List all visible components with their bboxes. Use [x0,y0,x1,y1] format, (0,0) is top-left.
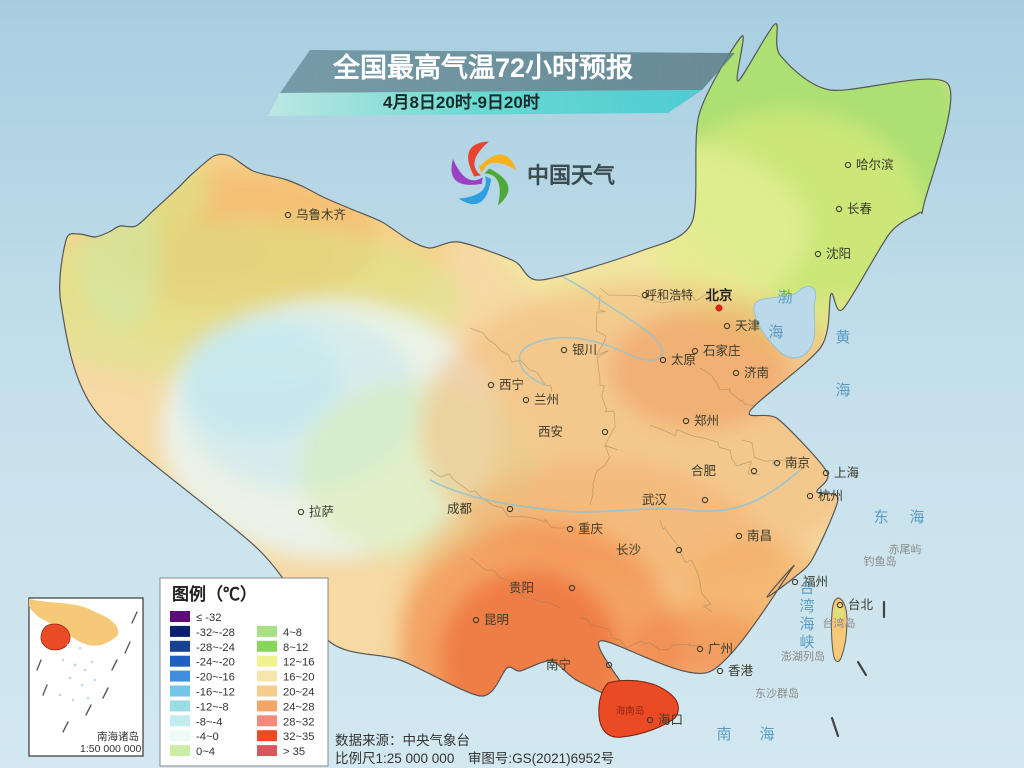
svg-text:4月8日20时-9日20时: 4月8日20时-9日20时 [383,93,540,112]
svg-text:澎湖列岛: 澎湖列岛 [781,649,825,663]
svg-text:东: 东 [873,509,888,526]
svg-text:8~12: 8~12 [283,642,308,654]
svg-text:钓鱼岛: 钓鱼岛 [864,554,897,568]
svg-text:合肥: 合肥 [691,463,717,478]
svg-text:-24~-20: -24~-20 [196,657,235,669]
svg-text:北京: 北京 [706,287,733,303]
svg-text:-28~-24: -28~-24 [196,642,235,654]
svg-text:昆明: 昆明 [484,613,509,627]
svg-text:16~20: 16~20 [283,672,314,684]
svg-text:比例尺1:25 000 000 审图号:GS(2021)69: 比例尺1:25 000 000 审图号:GS(2021)6952号 [335,751,614,766]
svg-text:银川: 银川 [572,343,597,357]
svg-text:中国天气: 中国天气 [527,163,615,188]
svg-text:石家庄: 石家庄 [703,343,741,358]
svg-text:台北: 台北 [848,597,874,612]
svg-text:南昌: 南昌 [747,528,772,543]
svg-text:呼和浩特: 呼和浩特 [645,287,693,302]
svg-text:-12~-8: -12~-8 [196,701,229,713]
svg-text:1:50 000 000: 1:50 000 000 [80,743,141,755]
svg-text:海: 海 [909,509,924,526]
svg-text:海: 海 [759,726,774,743]
svg-text:杭州: 杭州 [818,488,843,503]
svg-text:沈阳: 沈阳 [826,246,851,261]
svg-text:20~24: 20~24 [283,687,314,699]
svg-text:兰州: 兰州 [534,393,559,407]
svg-text:南京: 南京 [785,455,810,470]
svg-text:-20~-16: -20~-16 [196,672,235,684]
svg-text:海: 海 [799,616,814,633]
svg-text:太原: 太原 [671,352,696,367]
svg-text:赤尾屿: 赤尾屿 [889,543,922,556]
svg-text:哈尔滨: 哈尔滨 [856,157,894,172]
svg-text:全国最高气温72小时预报: 全国最高气温72小时预报 [332,52,633,83]
svg-text:-32~-28: -32~-28 [196,627,235,639]
svg-text:-4~0: -4~0 [196,731,219,743]
svg-text:28~32: 28~32 [283,716,314,728]
svg-text:贵阳: 贵阳 [509,581,534,595]
svg-text:4~8: 4~8 [283,627,302,639]
svg-text:郑州: 郑州 [694,413,719,428]
svg-text:-8~-4: -8~-4 [196,716,222,728]
svg-text:重庆: 重庆 [578,521,604,536]
svg-text:西宁: 西宁 [499,377,524,392]
svg-text:东沙群岛: 东沙群岛 [755,686,799,700]
svg-text:数据来源：中央气象台: 数据来源：中央气象台 [335,733,470,748]
svg-text:海南岛: 海南岛 [616,705,645,717]
svg-text:图例（℃）: 图例（℃） [172,584,257,604]
svg-text:12~16: 12~16 [283,657,314,669]
svg-text:海: 海 [768,324,783,341]
svg-text:黄: 黄 [835,329,850,346]
svg-text:32~35: 32~35 [283,731,314,743]
svg-text:台: 台 [799,580,814,597]
svg-text:> 35: > 35 [283,746,305,758]
svg-text:武汉: 武汉 [642,493,668,507]
svg-text:香港: 香港 [728,664,754,678]
svg-text:长沙: 长沙 [616,543,642,557]
svg-text:长春: 长春 [847,202,873,216]
svg-text:24~28: 24~28 [283,701,314,713]
svg-text:南海诸岛: 南海诸岛 [97,730,139,743]
svg-text:海口: 海口 [658,712,683,727]
svg-text:成都: 成都 [447,502,473,516]
svg-text:乌鲁木齐: 乌鲁木齐 [296,207,347,222]
svg-text:0~4: 0~4 [196,746,215,758]
svg-text:峡: 峡 [799,634,814,651]
svg-text:渤: 渤 [777,289,792,306]
svg-text:南宁: 南宁 [546,657,571,672]
svg-text:台湾岛: 台湾岛 [823,616,856,630]
svg-text:-16~-12: -16~-12 [196,687,235,699]
svg-text:西安: 西安 [538,424,563,439]
svg-text:上海: 上海 [834,465,860,480]
svg-text:济南: 济南 [744,365,769,380]
svg-text:拉萨: 拉萨 [309,504,334,519]
svg-text:天津: 天津 [735,319,760,333]
svg-text:湾: 湾 [799,598,814,615]
svg-text:海: 海 [835,382,850,399]
svg-text:广州: 广州 [708,642,733,656]
svg-text:南: 南 [716,726,731,743]
svg-text:≤ -32: ≤ -32 [196,612,221,624]
